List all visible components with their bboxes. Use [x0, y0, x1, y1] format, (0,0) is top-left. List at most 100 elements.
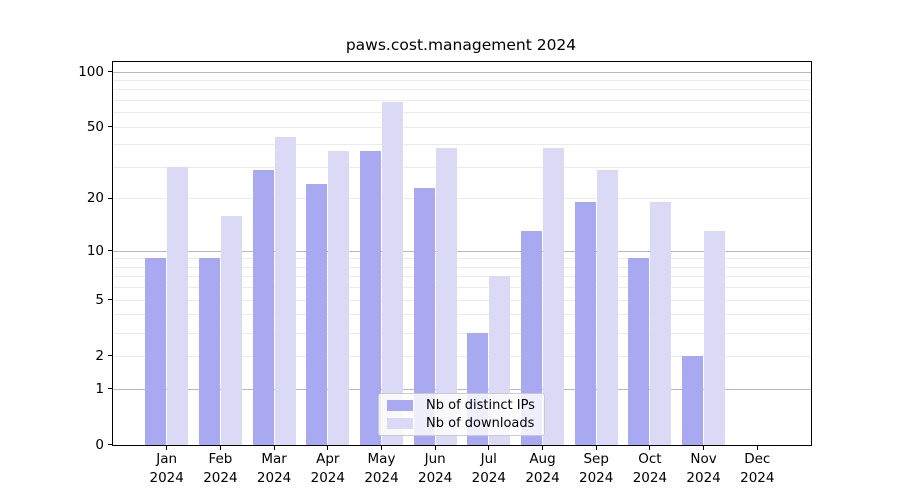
x-tick-month: Mar — [261, 451, 287, 467]
x-tick-label-feb: Feb 2024 — [188, 450, 252, 488]
x-tick-jan — [166, 445, 168, 450]
x-tick-month: Dec — [744, 451, 771, 467]
x-tick-year: 2024 — [418, 470, 453, 486]
gridline-minor-8 — [113, 266, 811, 268]
x-tick-label-sep: Sep 2024 — [564, 450, 628, 488]
gridline-minor-6 — [113, 287, 811, 289]
x-tick-month: Jul — [480, 451, 497, 467]
x-tick-month: Nov — [690, 451, 717, 467]
y-tick-0 — [108, 443, 112, 446]
x-tick-year: 2024 — [310, 470, 345, 486]
x-tick-year: 2024 — [632, 470, 668, 486]
bar-distinct-ips-feb — [198, 258, 220, 445]
x-tick-label-jun: Jun 2024 — [403, 450, 467, 488]
x-tick-label-oct: Oct 2024 — [618, 450, 682, 488]
bar-distinct-ips-mar — [252, 169, 274, 445]
x-tick-may — [380, 445, 383, 450]
y-tick-label-0: 0 — [95, 436, 104, 453]
x-tick-oct — [649, 445, 651, 450]
gridline-major-100 — [113, 71, 811, 73]
bar-distinct-ips-apr — [306, 184, 328, 445]
y-tick-100 — [108, 70, 112, 73]
bar-downloads-jun — [435, 148, 457, 445]
x-tick-jul — [488, 445, 490, 450]
y-tick-label-5: 5 — [95, 291, 104, 308]
y-tick-2 — [108, 355, 112, 357]
legend-label-distinct-ips: Nb of distinct IPs — [426, 397, 535, 413]
gridline-minor-90 — [113, 79, 811, 81]
x-tick-label-aug: Aug 2024 — [511, 450, 575, 488]
gridline-minor-30 — [113, 167, 811, 168]
legend-swatch-distinct-ips — [387, 400, 413, 411]
x-tick-sep — [595, 445, 597, 450]
x-tick-label-may: May 2024 — [350, 450, 414, 488]
gridline-minor-80 — [113, 89, 811, 91]
gridline-major-1 — [113, 388, 811, 390]
x-tick-month: Sep — [583, 451, 609, 467]
x-tick-year: 2024 — [203, 470, 238, 486]
x-tick-month: Aug — [529, 451, 556, 467]
x-tick-mar — [273, 445, 275, 450]
x-tick-month: Jun — [424, 451, 446, 467]
x-tick-nov — [703, 445, 705, 450]
bar-downloads-oct — [650, 202, 672, 445]
x-tick-label-apr: Apr 2024 — [296, 450, 360, 488]
legend-item-distinct-ips: Nb of distinct IPs — [387, 397, 544, 413]
x-tick-feb — [219, 445, 221, 450]
bar-distinct-ips-jun — [413, 187, 435, 445]
bar-distinct-ips-sep — [574, 202, 596, 445]
y-tick-label-20: 20 — [86, 190, 104, 207]
y-tick-5 — [108, 299, 112, 301]
legend: Nb of distinct IPs Nb of downloads — [378, 393, 545, 436]
gridline-minor-9 — [113, 258, 811, 260]
y-tick-20 — [108, 197, 112, 199]
gridline-minor-7 — [113, 276, 811, 278]
x-tick-year: 2024 — [256, 470, 292, 486]
x-tick-label-jul: Jul 2024 — [457, 450, 521, 488]
x-tick-year: 2024 — [364, 470, 399, 486]
x-tick-month: Oct — [638, 451, 662, 467]
chart-title: paws.cost.management 2024 — [345, 36, 577, 54]
gridline-major-10 — [113, 250, 811, 252]
y-tick-10 — [108, 250, 112, 252]
gridline-minor-2 — [113, 355, 811, 357]
x-tick-month: Feb — [208, 451, 233, 467]
x-tick-year: 2024 — [149, 470, 184, 486]
x-tick-dec — [756, 445, 758, 450]
x-tick-year: 2024 — [740, 470, 775, 486]
y-tick-label-50: 50 — [86, 118, 104, 135]
bar-downloads-may — [382, 102, 403, 445]
gridline-minor-60 — [113, 112, 811, 114]
bar-distinct-ips-nov — [682, 355, 704, 445]
legend-item-downloads: Nb of downloads — [387, 415, 544, 431]
x-tick-label-mar: Mar 2024 — [242, 450, 306, 488]
bar-distinct-ips-aug — [521, 231, 542, 445]
x-tick-label-jan: Jan 2024 — [135, 450, 199, 488]
bar-downloads-aug — [543, 148, 564, 445]
x-tick-label-nov: Nov 2024 — [672, 450, 736, 488]
gridline-minor-50 — [113, 126, 811, 128]
plot-area — [112, 61, 812, 446]
y-tick-50 — [108, 126, 112, 128]
x-tick-year: 2024 — [471, 470, 506, 486]
legend-label-downloads: Nb of downloads — [426, 415, 535, 431]
x-tick-month: Apr — [316, 451, 340, 467]
y-tick-label-1: 1 — [95, 380, 104, 397]
x-tick-year: 2024 — [686, 470, 721, 486]
y-tick-label-100: 100 — [78, 63, 104, 80]
gridline-minor-5 — [113, 299, 811, 301]
x-tick-aug — [541, 445, 544, 450]
bar-downloads-jan — [167, 167, 189, 445]
legend-swatch-downloads — [387, 418, 413, 429]
y-tick-1 — [108, 387, 112, 390]
bar-distinct-ips-oct — [628, 258, 650, 445]
bar-downloads-nov — [704, 231, 726, 445]
gridline-minor-20 — [113, 198, 811, 200]
x-tick-jun — [434, 445, 436, 450]
y-tick-label-2: 2 — [95, 347, 104, 364]
x-tick-month: May — [367, 451, 396, 467]
x-tick-month: Jan — [156, 451, 178, 467]
gridline-minor-70 — [113, 100, 811, 101]
x-tick-year: 2024 — [579, 470, 614, 486]
bar-downloads-feb — [220, 215, 242, 445]
